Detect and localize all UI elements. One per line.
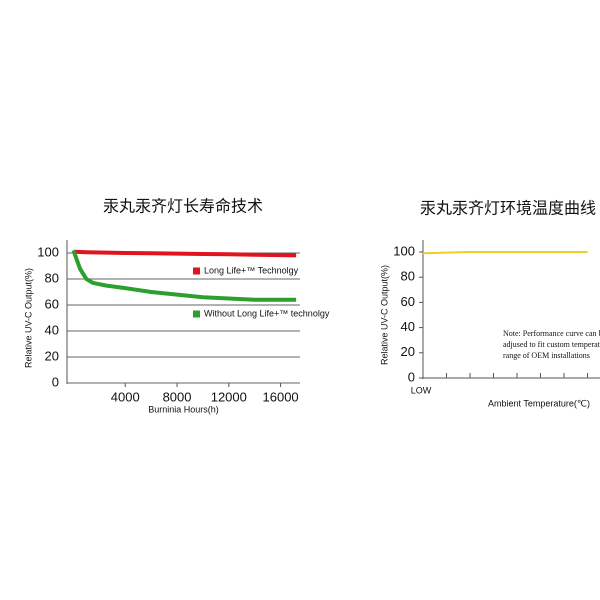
y-tick-label: 0 (52, 374, 59, 389)
y-tick-label: 80 (45, 270, 59, 285)
chart-title: 汞丸汞齐灯长寿命技术 (103, 197, 263, 216)
note-line: range of OEM installations (503, 351, 590, 360)
y-tick-label: 0 (408, 369, 415, 384)
legend-label: Without Long Life+™ technolgy (204, 308, 330, 318)
series-line (71, 249, 297, 302)
y-tick-label: 60 (401, 294, 415, 309)
legend-swatch (193, 310, 200, 318)
y-axis-label: Relative UV-C Output(%) (379, 265, 389, 365)
y-tick-label: 40 (401, 319, 415, 334)
legend-label: Long Life+™ Technolgy (204, 265, 299, 275)
y-axis-label: Relative UV-C Output(%) (23, 268, 33, 368)
series-line (73, 249, 297, 258)
y-tick-label: 20 (45, 348, 59, 363)
x-axis-label: Ambient Temperature(℃) (488, 398, 590, 408)
note-line: adjused to fit custom temperature (503, 340, 600, 349)
x-axis-label: Burninia Hours(h) (148, 404, 219, 414)
series-line (422, 251, 588, 255)
y-tick-label: 100 (37, 244, 59, 259)
x-tick-label: LOW (411, 385, 432, 395)
x-tick-label: 4000 (111, 389, 140, 404)
chart-title: 汞丸汞齐灯环境温度曲线 (420, 199, 596, 218)
x-tick-label: 12000 (211, 389, 247, 404)
note-line: Note: Performance curve can be (503, 329, 600, 338)
y-tick-label: 20 (401, 344, 415, 359)
legend-swatch (193, 267, 200, 275)
y-tick-label: 100 (393, 243, 415, 258)
y-tick-label: 80 (401, 269, 415, 284)
x-tick-label: 16000 (263, 389, 299, 404)
y-tick-label: 40 (45, 322, 59, 337)
x-tick-label: 8000 (163, 389, 192, 404)
y-tick-label: 60 (45, 296, 59, 311)
